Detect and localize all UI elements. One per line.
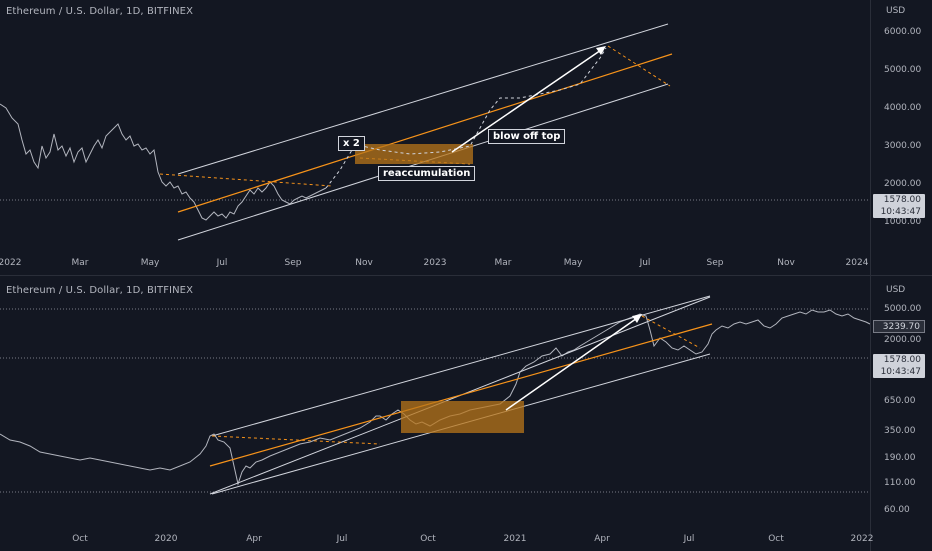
x-tick-label: 2022 — [850, 534, 874, 544]
current-price-tag: 1578.00 10:43:47 — [873, 354, 925, 378]
annotation-x2[interactable]: x 2 — [338, 136, 365, 151]
y-tick-label: 5000.00 — [884, 304, 922, 314]
y-tick-label: 4000.00 — [884, 103, 922, 113]
y-tick-label: 350.00 — [884, 426, 916, 436]
x-tick-label: 2024 — [845, 258, 869, 268]
x-tick-label: 2021 — [503, 534, 527, 544]
axis-unit-bottom: USD — [886, 285, 906, 295]
price-series-line — [0, 309, 871, 486]
candle-countdown: 10:43:47 — [880, 207, 921, 217]
dashed-top-line — [607, 45, 671, 87]
top-plot-area[interactable] — [0, 0, 932, 275]
arrow-head — [632, 314, 642, 323]
y-tick-label: 190.00 — [884, 453, 916, 463]
x-tick-label: 2020 — [154, 534, 178, 544]
price-axis-divider — [870, 276, 871, 551]
y-tick-label: 1000.00 — [884, 217, 922, 227]
x-tick-label: May — [563, 258, 583, 268]
y-tick-label: 60.00 — [884, 505, 910, 515]
channel-mid-line — [177, 53, 673, 213]
annotation-reaccumulation[interactable]: reaccumulation — [378, 166, 476, 181]
x-tick-label: 2023 — [423, 258, 447, 268]
x-tick-label: Jul — [336, 534, 348, 544]
x-tick-label: Apr — [246, 534, 262, 544]
chart-title-top: Ethereum / U.S. Dollar, 1D, BITFINEX — [6, 6, 194, 17]
annotation-blow-off-top[interactable]: blow off top — [488, 129, 566, 144]
chart-title-bottom: Ethereum / U.S. Dollar, 1D, BITFINEX — [6, 285, 194, 296]
current-price-tag: 1578.00 10:43:47 — [873, 194, 925, 218]
x-tick-label: Sep — [284, 258, 302, 268]
x-tick-label: Mar — [494, 258, 512, 268]
y-tick-label: 5000.00 — [884, 65, 922, 75]
x-tick-label: Oct — [768, 534, 784, 544]
channel-upper-line — [177, 23, 669, 175]
channel-top-line — [211, 295, 711, 437]
x-tick-label: Jul — [216, 258, 228, 268]
dashed-top-line — [641, 315, 701, 349]
blow-off-top-arrow — [505, 315, 641, 411]
current-price-value: 1578.00 — [883, 355, 921, 365]
x-tick-label: 2022 — [0, 258, 22, 268]
x-tick-label: Oct — [420, 534, 436, 544]
y-tick-label: 110.00 — [884, 478, 916, 488]
y-tick-label: 2000.00 — [884, 335, 922, 345]
last-price-tag: 3239.70 — [873, 320, 925, 333]
arrow-head — [596, 46, 606, 55]
dashed-resistance-line — [159, 173, 333, 187]
candle-countdown: 10:43:47 — [880, 367, 921, 377]
x-tick-label: Oct — [72, 534, 88, 544]
y-tick-label: 2000.00 — [884, 179, 922, 189]
y-tick-label: 650.00 — [884, 396, 916, 406]
x-tick-label: Nov — [777, 258, 795, 268]
blow-off-top-arrow — [451, 47, 605, 153]
x-tick-label: Apr — [594, 534, 610, 544]
chart-panel-bottom[interactable]: Ethereum / U.S. Dollar, 1D, BITFINEX USD… — [0, 275, 932, 551]
axis-unit-top: USD — [886, 6, 906, 16]
bottom-plot-area[interactable] — [0, 276, 932, 551]
dashed-resistance-line — [211, 435, 381, 445]
y-tick-label: 3000.00 — [884, 141, 922, 151]
current-price-value: 1578.00 — [883, 195, 921, 205]
x-tick-label: May — [140, 258, 160, 268]
x-tick-label: Jul — [639, 258, 651, 268]
price-axis-divider — [870, 0, 871, 275]
reaccumulation-box — [401, 401, 524, 433]
x-tick-label: Mar — [71, 258, 89, 268]
chart-panel-top[interactable]: Ethereum / U.S. Dollar, 1D, BITFINEX USD… — [0, 0, 932, 275]
x-tick-label: Sep — [706, 258, 724, 268]
x-tick-label: Nov — [355, 258, 373, 268]
x-tick-label: Jul — [683, 534, 695, 544]
y-tick-label: 6000.00 — [884, 27, 922, 37]
channel-mid-line — [209, 323, 713, 467]
price-series-line — [0, 103, 327, 221]
